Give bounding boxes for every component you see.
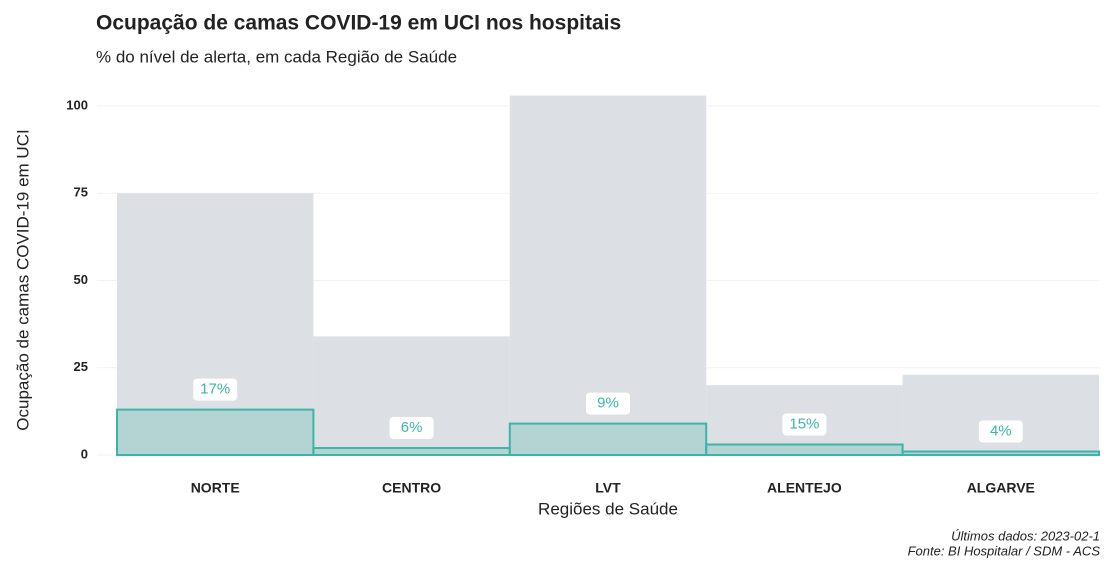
x-tick-label: LVT	[595, 480, 621, 496]
label-box	[389, 417, 434, 440]
label-box	[586, 392, 630, 415]
x-tick-label: ALGARVE	[967, 480, 1035, 496]
occupancy-bar	[312, 447, 511, 456]
alert-bar	[117, 193, 314, 455]
x-axis-title: Regiões de Saúde	[538, 499, 678, 518]
occupancy-bar	[901, 450, 1100, 457]
caption: Últimos dados: 2023-02-1	[951, 528, 1100, 543]
y-tick-label: 50	[74, 272, 88, 287]
alert-bar	[902, 374, 1099, 455]
data-label: 4%	[990, 422, 1012, 439]
x-tick-label: NORTE	[191, 480, 240, 496]
data-label: 9%	[597, 395, 619, 412]
data-label: 6%	[401, 419, 423, 436]
data-label: 15%	[789, 415, 819, 432]
y-tick-label: 25	[74, 359, 88, 374]
chart-subtitle: % do nível de alerta, em cada Região de …	[96, 47, 457, 66]
occupancy-bar	[508, 422, 708, 456]
data-label: 17%	[200, 381, 230, 398]
chart-title: Ocupação de camas COVID-19 em UCI nos ho…	[96, 12, 621, 35]
y-tick-label: 75	[74, 185, 88, 200]
occupancy-bar	[116, 408, 315, 457]
occupancy-bar	[705, 443, 904, 456]
label-box	[782, 413, 827, 436]
caption: Fonte: BI Hospitalar / SDM - ACS	[908, 543, 1101, 558]
y-axis-title: Ocupação de camas COVID-19 em UCI	[13, 129, 32, 430]
y-tick-label: 0	[81, 446, 88, 461]
y-tick-label: 100	[66, 97, 88, 112]
x-tick-label: CENTRO	[382, 480, 441, 496]
label-box	[978, 420, 1023, 443]
x-tick-label: ALENTEJO	[767, 480, 842, 496]
label-box	[193, 378, 238, 401]
